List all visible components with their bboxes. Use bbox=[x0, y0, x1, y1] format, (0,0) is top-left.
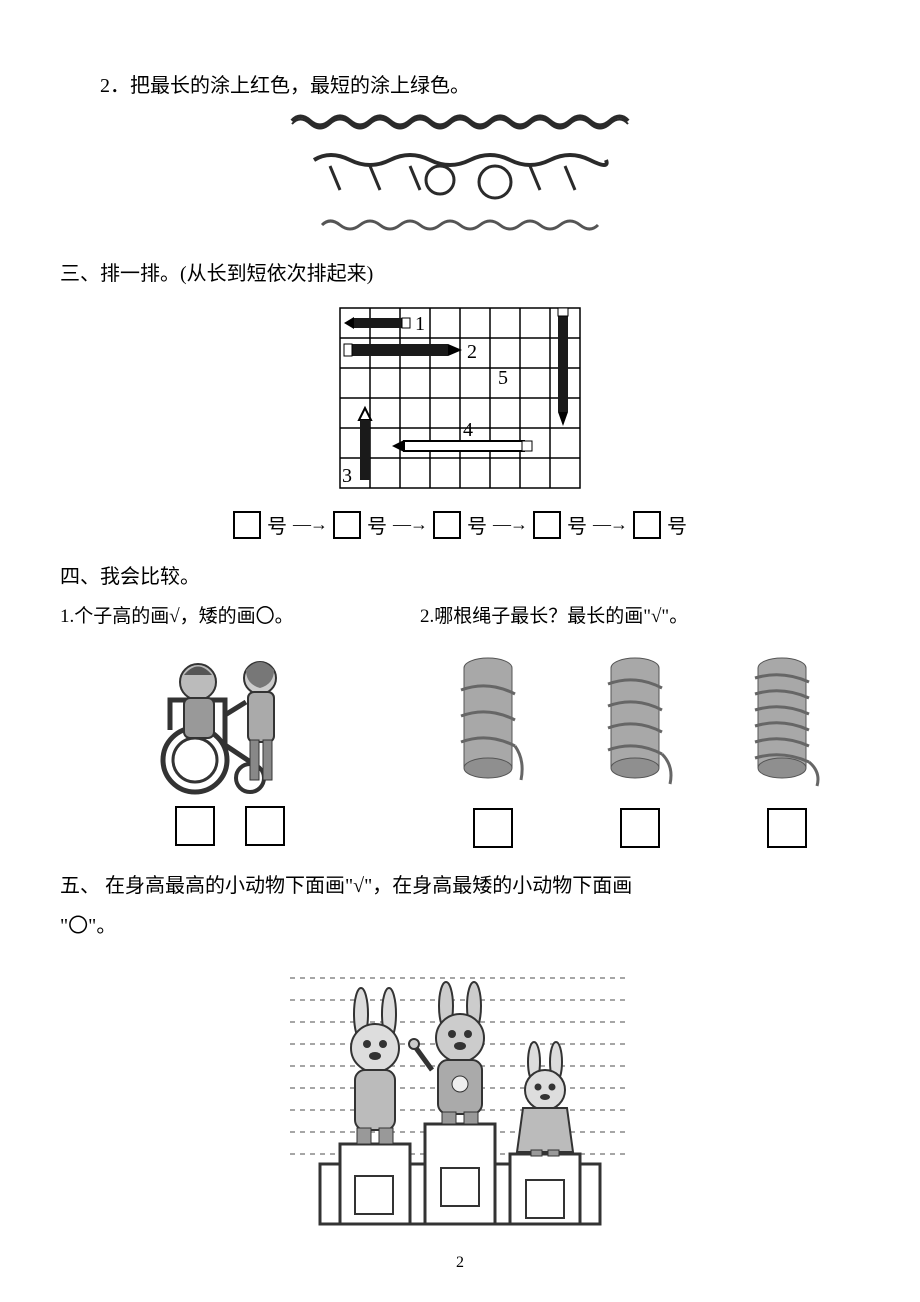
rabbit-right bbox=[517, 1042, 573, 1156]
answer-box bbox=[526, 1180, 564, 1218]
q2-text: 2．把最长的涂上红色，最短的涂上绿色。 bbox=[60, 70, 860, 102]
answer-box[interactable] bbox=[233, 511, 261, 539]
rabbit-middle bbox=[409, 982, 484, 1124]
q2-rope-1 bbox=[60, 110, 860, 132]
cylinders-row bbox=[420, 640, 860, 848]
wheelchair-kids-image bbox=[140, 640, 320, 800]
cylinder-icon bbox=[747, 650, 827, 790]
arrow-icon: ―→ bbox=[293, 514, 327, 535]
answer-box[interactable] bbox=[633, 511, 661, 539]
answer-box bbox=[441, 1168, 479, 1206]
hao-label: 号 bbox=[567, 510, 587, 539]
answer-box bbox=[355, 1176, 393, 1214]
q4-title: 四、我会比较。 bbox=[60, 561, 860, 593]
hao-label: 号 bbox=[667, 510, 687, 539]
answer-box[interactable] bbox=[620, 808, 660, 848]
q3-answer-row: 号 ―→ 号 ―→ 号 ―→ 号 ―→ 号 bbox=[233, 510, 687, 539]
page-number: 2 bbox=[456, 1254, 464, 1272]
arrow-icon: ―→ bbox=[493, 514, 527, 535]
svg-text:3: 3 bbox=[342, 465, 352, 487]
q5-title-line1: 五、 在身高最高的小动物下面画"√"，在身高最矮的小动物下面画 bbox=[60, 870, 860, 902]
answer-box[interactable] bbox=[333, 511, 361, 539]
arrow-icon: ―→ bbox=[593, 514, 627, 535]
answer-box[interactable] bbox=[533, 511, 561, 539]
cylinder-icon bbox=[453, 650, 533, 790]
q4-sub1: 1.个子高的画√，矮的画〇。 bbox=[60, 601, 400, 848]
hao-label: 号 bbox=[267, 510, 287, 539]
answer-box[interactable] bbox=[473, 808, 513, 848]
answer-box[interactable] bbox=[433, 511, 461, 539]
arrow-icon: ―→ bbox=[393, 514, 427, 535]
q3-title: 三、排一排。(从长到短依次排起来) bbox=[60, 258, 860, 290]
q4-sub2: 2.哪根绳子最长？最长的画"√"。 bbox=[420, 601, 860, 848]
rabbit-left bbox=[351, 988, 399, 1144]
answer-box[interactable] bbox=[245, 806, 285, 846]
q2-rope-2 bbox=[60, 146, 860, 200]
svg-text:2: 2 bbox=[467, 341, 477, 363]
hao-label: 号 bbox=[367, 510, 387, 539]
svg-text:4: 4 bbox=[463, 419, 473, 441]
hao-label: 号 bbox=[467, 510, 487, 539]
answer-box[interactable] bbox=[767, 808, 807, 848]
q2-rope-3 bbox=[60, 214, 860, 236]
q4-sub1-text: 1.个子高的画√，矮的画〇。 bbox=[60, 601, 400, 628]
q4-sub2-text: 2.哪根绳子最长？最长的画"√"。 bbox=[420, 601, 860, 628]
svg-text:5: 5 bbox=[498, 367, 508, 389]
q5-figure bbox=[60, 958, 860, 1238]
q5-title-line2: "〇"。 bbox=[60, 910, 860, 942]
q3-figure: 1 2 5 4 3 号 ―→ bbox=[60, 298, 860, 539]
answer-box[interactable] bbox=[175, 806, 215, 846]
cylinder-icon bbox=[600, 650, 680, 790]
q4-row: 1.个子高的画√，矮的画〇。 bbox=[60, 601, 860, 848]
svg-text:1: 1 bbox=[415, 313, 425, 335]
